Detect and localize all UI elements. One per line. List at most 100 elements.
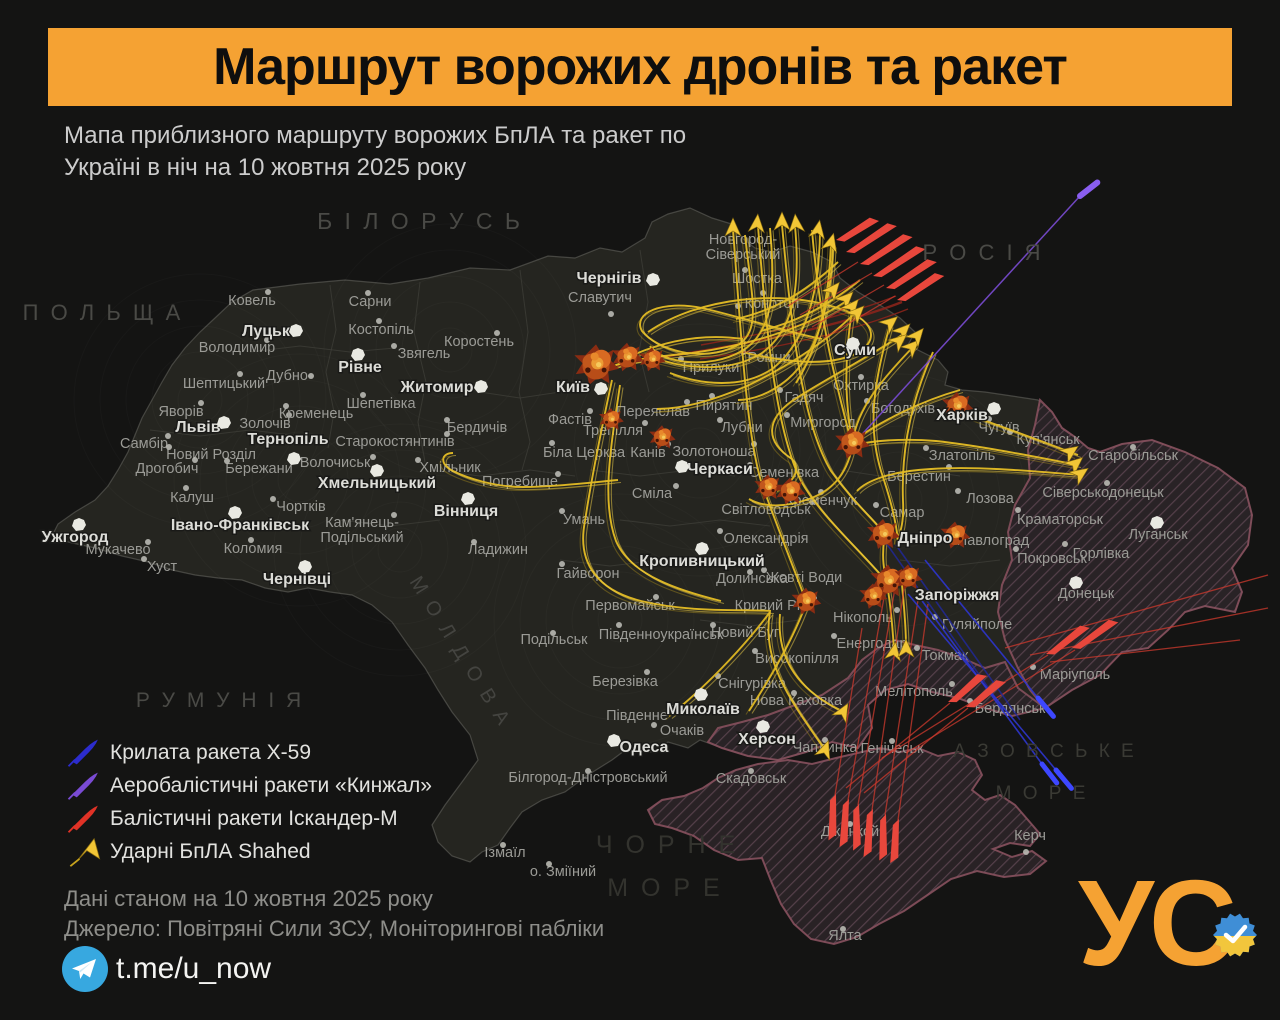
- city-icon: [217, 416, 231, 429]
- city-dot: [949, 681, 955, 687]
- explosion-icon: [940, 521, 971, 549]
- city-label: Енергодар: [836, 636, 907, 652]
- city-label: Маріуполь: [1040, 667, 1110, 683]
- shahed-drone-icon: [813, 739, 831, 762]
- shahed-route: [795, 242, 832, 384]
- shahed-route: [735, 232, 810, 604]
- city-label: Гайворон: [557, 566, 620, 582]
- city-dot: [550, 630, 556, 636]
- city-dot: [840, 926, 846, 932]
- city-icon: [72, 518, 86, 531]
- city-dot: [1013, 546, 1019, 552]
- verified-badge-icon: [1213, 913, 1257, 957]
- city-label: Кременчук: [785, 493, 857, 509]
- city-label: Бердянськ: [975, 701, 1046, 717]
- shahed-route: [751, 606, 810, 714]
- legend-item: Балістичні ракети Іскандер-М: [62, 802, 432, 835]
- city-dot: [494, 330, 500, 336]
- legend-item-label: Крилата ракета Х-59: [110, 740, 312, 764]
- city-icon: [646, 273, 660, 286]
- city-dot: [376, 318, 382, 324]
- city-dot: [145, 539, 151, 545]
- shahed-route: [442, 452, 619, 488]
- city-label: Дубно: [266, 368, 308, 384]
- iskander-missile-icon: [1046, 625, 1090, 655]
- city-dot: [248, 537, 254, 543]
- major-city-label: Суми: [834, 342, 876, 359]
- city-label: Бердичів: [447, 420, 508, 436]
- country-label: М О Р Е: [607, 874, 722, 902]
- subtitle-line-2: Україні в ніч на 10 жовтня 2025 року: [64, 154, 467, 181]
- city-dot: [444, 417, 450, 423]
- city-label: Мукачево: [85, 542, 150, 558]
- city-dot: [587, 408, 593, 414]
- city-dot: [444, 431, 450, 437]
- major-city-label: Ужгород: [42, 529, 109, 546]
- city-label: Старокостянтинів: [335, 434, 454, 450]
- explosions-layer: [574, 342, 974, 615]
- city-icon: [695, 542, 709, 555]
- city-dot: [831, 633, 837, 639]
- city-label: Бережани: [225, 461, 292, 477]
- x59-missile-icon: [1039, 761, 1060, 786]
- data-date-line: Дані станом на 10 жовтня 2025 року: [64, 886, 433, 911]
- city-label: Хмільник: [419, 460, 481, 476]
- city-label: Південне: [606, 708, 668, 724]
- iskander-missile-icon: [966, 680, 1006, 708]
- x59-route: [907, 593, 1057, 771]
- shahed-route: [644, 301, 869, 366]
- major-city-label: Миколаїв: [666, 701, 740, 718]
- shahed-route: [735, 261, 839, 320]
- city-label: Дрогобич: [136, 461, 199, 477]
- ballistic-route: [857, 587, 896, 806]
- legend: Крилата ракета Х-59 Аеробалістичні ракети…: [62, 736, 432, 868]
- ballistic-route: [863, 707, 969, 794]
- city-dot: [616, 622, 622, 628]
- ballistic-route: [884, 599, 919, 816]
- city-dot: [549, 440, 555, 446]
- shahed-route: [857, 441, 1082, 469]
- city-dot: [471, 539, 477, 545]
- major-city-label: Івано-Франківськ: [171, 517, 310, 534]
- shahed-route: [653, 315, 854, 414]
- city-dot: [955, 488, 961, 494]
- major-city-label: Дніпро: [898, 530, 953, 547]
- iskander-missile-icon: [879, 814, 888, 861]
- city-dot: [415, 457, 421, 463]
- missile-legend-icon: [67, 772, 98, 800]
- city-label: Нікополь: [833, 610, 893, 626]
- telegram-icon: [62, 946, 108, 992]
- city-label: Краматорськ: [1017, 512, 1104, 528]
- city-label: Куп'янськ: [1016, 432, 1080, 448]
- legend-item-label: Аеробалістичні ракети «Кинжал»: [110, 773, 432, 797]
- city-label: Сарни: [349, 294, 392, 310]
- city-dot: [923, 445, 929, 451]
- shahed-route: [745, 607, 804, 715]
- major-city-label: Чернігів: [577, 270, 642, 287]
- major-city-label: Харків: [936, 407, 988, 424]
- city-label: Світловодськ: [721, 502, 811, 518]
- shahed-route: [642, 237, 826, 357]
- city-icon: [351, 348, 365, 361]
- iskander-missile-icon: [873, 246, 926, 278]
- explosion-icon: [791, 587, 822, 615]
- country-label: А З О В С Ь К Е: [953, 741, 1136, 762]
- brand-logo: УС: [1078, 855, 1237, 991]
- telegram-handle[interactable]: t.me/u_now: [116, 952, 272, 985]
- kinzhal-missile-icon: [1077, 179, 1101, 199]
- city-label: Керч: [1014, 828, 1046, 844]
- city-label: Волочиськ: [300, 455, 371, 471]
- ballistic-route: [1029, 607, 1269, 656]
- city-dot: [748, 768, 754, 774]
- city-label: Гуляйполе: [942, 617, 1012, 633]
- major-city-label: Тернопіль: [247, 431, 328, 448]
- city-label: Золочів: [239, 416, 291, 432]
- city-icon: [594, 382, 608, 395]
- major-city-label: Львів: [175, 419, 220, 436]
- shahed-route: [856, 467, 1081, 492]
- ballistic-route: [1004, 574, 1269, 649]
- explosion-icon: [835, 427, 870, 459]
- city-dot: [670, 705, 676, 711]
- country-label: М О Р Е: [996, 783, 1089, 804]
- city-label: Скадовськ: [716, 771, 787, 787]
